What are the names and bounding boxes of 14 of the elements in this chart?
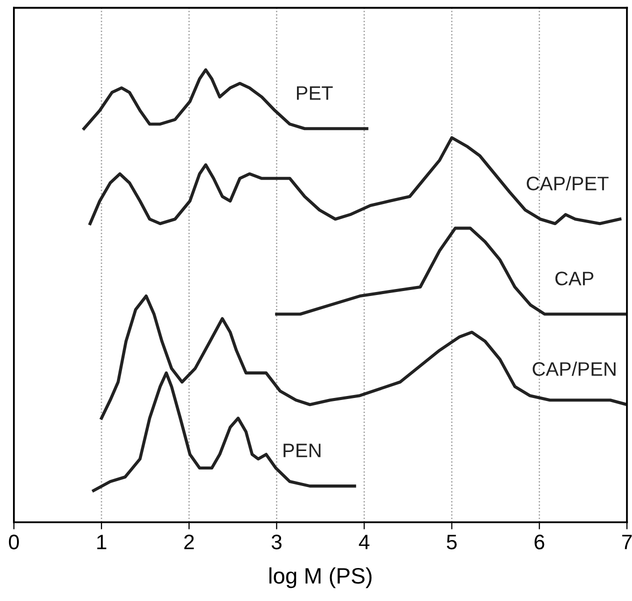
series-label: PET [296,86,333,100]
x-tick-label: 6 [534,534,544,550]
x-tick-label: 1 [97,534,106,550]
x-tick-label: 2 [184,534,194,550]
x-tick-label: 3 [272,534,282,550]
series-label: CAP [555,272,594,286]
x-tick-label: 0 [8,534,19,550]
x-tick-label: 7 [622,534,632,550]
series-label: CAP/PEN [532,362,616,376]
series-label: PEN [284,444,320,458]
x-tick-label: 4 [358,534,370,550]
series-label: CAP/PET [526,176,609,190]
x-axis-title: log M (PS) [269,567,372,588]
x-tick-label: 5 [446,534,457,550]
